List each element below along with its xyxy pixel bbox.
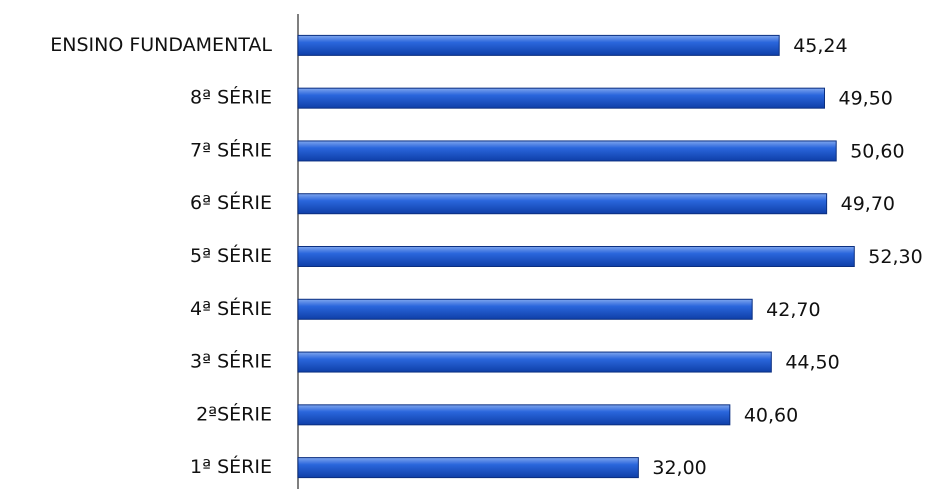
y-tick-label: 1ª SÉRIE (190, 455, 272, 478)
y-tick-label: 3ª SÉRIE (190, 350, 272, 373)
y-tick-label: ENSINO FUNDAMENTAL (50, 34, 272, 56)
value-label: 42,70 (766, 299, 820, 321)
value-label: 50,60 (850, 140, 904, 162)
value-label: 49,70 (841, 193, 895, 215)
y-tick-label: 4ª SÉRIE (190, 297, 272, 320)
bar (297, 87, 825, 109)
bar (297, 404, 731, 426)
y-tick-label: 8ª SÉRIE (190, 86, 272, 109)
value-label: 44,50 (785, 352, 839, 374)
bar (297, 457, 639, 479)
value-label: 45,24 (793, 35, 847, 57)
bar (297, 298, 753, 320)
y-tick-label: 7ª SÉRIE (190, 138, 272, 161)
value-label: 32,00 (652, 457, 706, 479)
value-label: 40,60 (744, 404, 798, 426)
bar (297, 193, 828, 215)
bar (297, 34, 780, 56)
bar (297, 246, 855, 267)
y-tick-label: 2ªSÉRIE (196, 402, 272, 425)
y-tick-label: 5ª SÉRIE (190, 244, 272, 267)
y-tick-label: 6ª SÉRIE (190, 191, 272, 214)
value-label: 49,50 (839, 88, 893, 110)
bar (297, 351, 772, 373)
bar (297, 140, 837, 162)
value-label: 52,30 (868, 246, 922, 268)
